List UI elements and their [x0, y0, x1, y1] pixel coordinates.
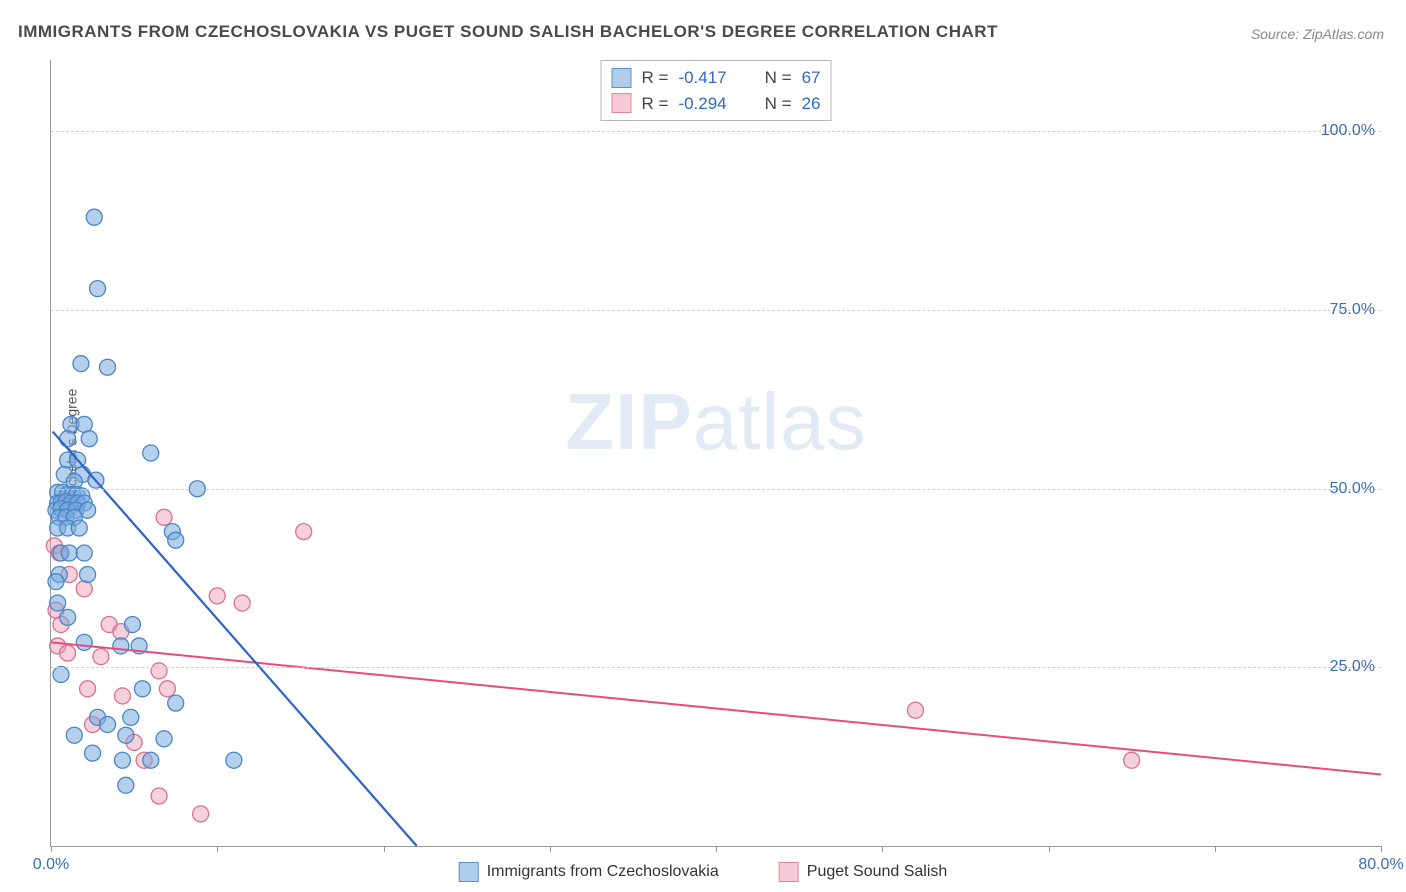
point-blue [124, 616, 140, 632]
point-blue [85, 745, 101, 761]
point-blue [143, 445, 159, 461]
point-blue [90, 281, 106, 297]
x-tick [1381, 846, 1382, 852]
legend-label: Puget Sound Salish [807, 863, 948, 881]
point-blue [60, 431, 76, 447]
swatch-blue-icon [459, 862, 479, 882]
point-blue [50, 595, 66, 611]
legend-item-pink: Puget Sound Salish [779, 862, 948, 882]
source-attribution: Source: ZipAtlas.com [1251, 26, 1384, 42]
point-pink [156, 509, 172, 525]
point-blue [123, 709, 139, 725]
gridline [51, 131, 1381, 132]
point-blue [168, 532, 184, 548]
point-blue [134, 681, 150, 697]
y-tick-label: 25.0% [1330, 658, 1375, 676]
point-pink [159, 681, 175, 697]
point-blue [100, 717, 116, 733]
point-pink [151, 788, 167, 804]
chart-title: IMMIGRANTS FROM CZECHOSLOVAKIA VS PUGET … [18, 22, 998, 42]
x-tick [716, 846, 717, 852]
point-pink [296, 524, 312, 540]
point-blue [113, 638, 129, 654]
gridline [51, 489, 1381, 490]
x-tick [550, 846, 551, 852]
gridline [51, 310, 1381, 311]
gridline [51, 667, 1381, 668]
point-blue [61, 545, 77, 561]
legend-item-blue: Immigrants from Czechoslovakia [459, 862, 719, 882]
point-blue [76, 634, 92, 650]
point-blue [73, 356, 89, 372]
plot-area: ZIPatlas R = -0.417 N = 67 R = -0.294 N … [50, 60, 1381, 847]
point-blue [76, 545, 92, 561]
point-blue [118, 727, 134, 743]
x-tick [1049, 846, 1050, 852]
point-blue [53, 667, 69, 683]
point-blue [226, 752, 242, 768]
point-pink [114, 688, 130, 704]
x-tick [1215, 846, 1216, 852]
scatter-svg [51, 60, 1381, 846]
point-blue [76, 416, 92, 432]
point-pink [1124, 752, 1140, 768]
trendline-pink [51, 642, 1381, 774]
x-tick [882, 846, 883, 852]
point-pink [193, 806, 209, 822]
point-blue [114, 752, 130, 768]
y-tick-label: 100.0% [1321, 122, 1375, 140]
point-pink [93, 649, 109, 665]
y-tick-label: 50.0% [1330, 480, 1375, 498]
point-blue [81, 431, 97, 447]
point-blue [156, 731, 172, 747]
x-tick [217, 846, 218, 852]
point-blue [118, 777, 134, 793]
legend-label: Immigrants from Czechoslovakia [487, 863, 719, 881]
point-pink [60, 645, 76, 661]
point-blue [80, 566, 96, 582]
x-tick-label: 0.0% [33, 856, 69, 874]
x-tick [51, 846, 52, 852]
point-blue [60, 609, 76, 625]
x-tick-label: 80.0% [1358, 856, 1403, 874]
trendline-blue [53, 432, 417, 846]
point-blue [143, 752, 159, 768]
point-blue [48, 574, 64, 590]
point-pink [209, 588, 225, 604]
swatch-pink-icon [779, 862, 799, 882]
legend-bottom: Immigrants from Czechoslovakia Puget Sou… [459, 862, 948, 882]
point-blue [71, 520, 87, 536]
point-pink [151, 663, 167, 679]
point-pink [908, 702, 924, 718]
point-pink [76, 581, 92, 597]
point-blue [100, 359, 116, 375]
point-pink [234, 595, 250, 611]
point-blue [66, 727, 82, 743]
x-tick [384, 846, 385, 852]
point-blue [86, 209, 102, 225]
point-blue [168, 695, 184, 711]
point-pink [80, 681, 96, 697]
y-tick-label: 75.0% [1330, 301, 1375, 319]
